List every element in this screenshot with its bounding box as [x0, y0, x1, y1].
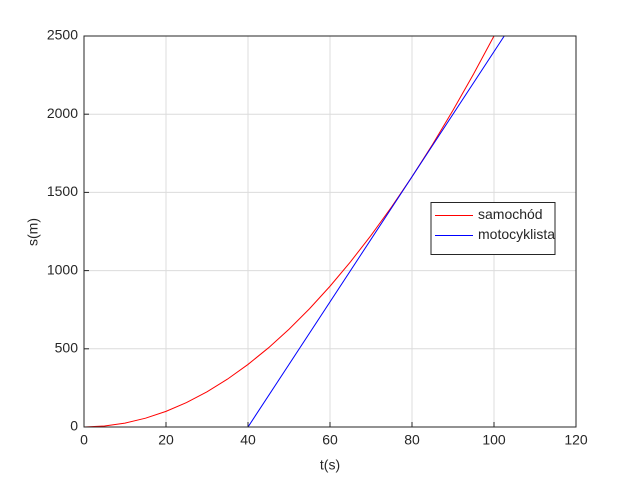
- y-tick-label: 500: [55, 340, 79, 356]
- y-tick-label: 0: [70, 418, 78, 434]
- legend-box: [430, 202, 556, 255]
- y-tick-label: 2500: [47, 27, 78, 43]
- y-tick-label: 1500: [47, 183, 78, 199]
- x-tick-label: 40: [240, 432, 256, 448]
- legend-label: samochód: [478, 206, 543, 222]
- x-axis-label: t(s): [320, 457, 340, 473]
- x-tick-label: 100: [482, 432, 506, 448]
- series-line: [247, 36, 505, 427]
- legend-label: motocyklista: [478, 226, 555, 242]
- y-axis-label: s(m): [25, 218, 41, 246]
- x-tick-label: 80: [404, 432, 420, 448]
- y-tick-label: 2000: [47, 105, 78, 121]
- x-tick-label: 20: [158, 432, 174, 448]
- lines: [84, 36, 505, 427]
- legend: samochód motocyklista: [430, 202, 556, 255]
- x-tick-label: 0: [80, 432, 88, 448]
- x-tick-label: 60: [322, 432, 338, 448]
- y-tick-label: 1000: [47, 261, 78, 277]
- x-tick-label: 120: [564, 432, 588, 448]
